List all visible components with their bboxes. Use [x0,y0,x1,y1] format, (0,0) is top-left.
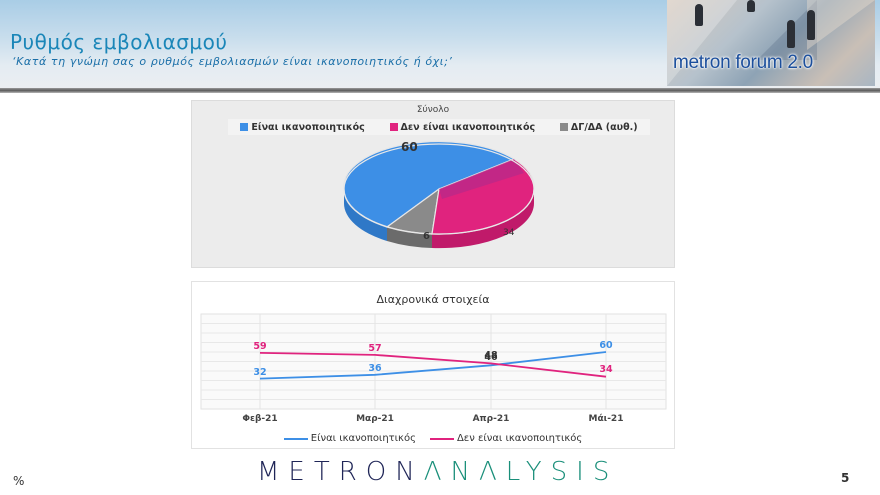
pie-label-dk-na: 6 [423,231,430,242]
legend-label: ΔΓ/ΔΑ (αυθ.) [570,121,638,133]
data-label: 36 [368,363,382,374]
photo-facet [807,0,875,50]
pie-chart-legend: Είναι ικανοποιητικός Δεν είναι ικανοποιη… [228,119,650,135]
horizontal-gridlines [201,323,666,400]
data-label: 46 [484,352,498,363]
pie-rim [343,143,535,235]
page-subtitle-question: ‘Κατά τη γνώμη σας ο ρυθμός εμβολιασμών … [12,55,453,68]
pie-chart-panel: Σύνολο Είναι ικανοποιητικός Δεν είναι ικ… [191,100,675,268]
legend-line-pink [429,437,454,440]
metron-forum-badge: metron forum 2.0 [667,0,875,86]
legend-item-satisfied: Είναι ικανοποιητικός [283,433,416,444]
legend-swatch-blue [240,123,249,131]
pie-inner-wall [439,159,524,199]
vertical-gridlines [259,314,607,409]
line-chart-legend: Είναι ικανοποιητικός Δεν είναι ικανοποιη… [192,433,674,444]
x-tick-label: Μάι-21 [589,414,624,424]
line-chart-panel: Διαχρονικά στοιχεία [191,281,675,449]
legend-label: Είναι ικανοποιητικός [310,433,416,444]
legend-label: Δεν είναι ικανοποιητικός [456,433,583,444]
photo-person-figure [787,20,795,48]
pie-side-dk-na [387,227,432,248]
metron-forum-label: metron forum 2.0 [673,52,813,73]
pie-label-satisfied: 60 [401,140,418,154]
data-label: 34 [599,364,613,375]
logo-metron: METRON [257,457,424,487]
series-line-not-satisfied [259,352,607,378]
pie-label-not-satisfied: 34 [503,228,515,238]
legend-line-blue [283,437,308,440]
data-label: 57 [368,343,381,354]
x-tick-label: Μαρ-21 [356,414,394,424]
pie-chart-graphic: 60 6 34 [343,140,535,249]
data-label: 32 [253,367,266,378]
line-chart-title: Διαχρονικά στοιχεία [376,293,490,306]
x-tick-label: Απρ-21 [473,414,510,424]
metron-analysis-logo: METRONΛNΛLYSIS [257,457,618,487]
legend-item-not-satisfied: Δεν είναι ικανοποιητικός [389,121,536,133]
legend-item-dk-na: ΔΓ/ΔΑ (αυθ.) [559,121,638,133]
legend-item-not-satisfied: Δεν είναι ικανοποιητικός [429,433,583,444]
logo-analysis: ΛNΛLYSIS [423,457,619,487]
pie-chart-title: Σύνολο [416,105,450,115]
data-label: 59 [253,341,266,352]
legend-label: Δεν είναι ικανοποιητικός [400,121,536,133]
photo-person-figure [695,4,703,26]
legend-swatch-pink [389,123,398,131]
legend-item-satisfied: Είναι ικανοποιητικός [240,121,365,133]
header-divider [0,88,880,93]
data-label: 60 [599,340,613,351]
pie-side-satisfied [343,189,387,241]
header-banner: Ρυθμός εμβολιασμού ‘Κατά τη γνώμη σας ο … [0,0,880,88]
page-number: 5 [841,471,850,485]
page-title: Ρυθμός εμβολιασμού [10,30,228,54]
photo-person-figure [747,0,755,12]
legend-swatch-gray [559,123,568,131]
series-line-satisfied [259,351,607,380]
data-label: 48 [484,350,498,361]
x-tick-label: Φεβ-21 [242,414,277,424]
photo-person-figure [807,10,815,40]
legend-label: Είναι ικανοποιητικός [251,121,365,133]
line-chart-graphic: 32 36 46 60 59 57 48 34 Φεβ-21 Μαρ-21 Απ… [200,313,667,424]
unit-percent-label: % [13,474,25,488]
